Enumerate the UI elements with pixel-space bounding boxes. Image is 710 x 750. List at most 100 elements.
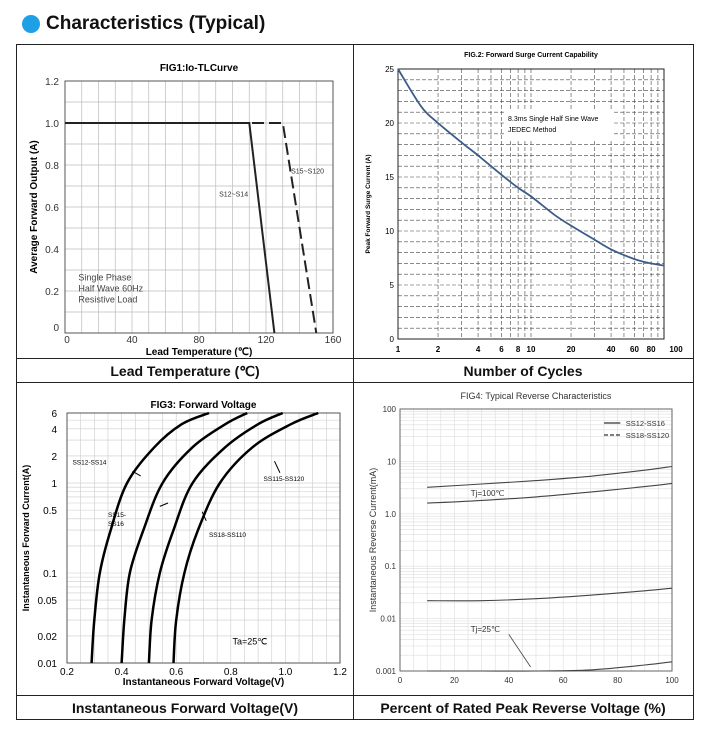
legend-label: SS12-SS16 — [626, 419, 665, 428]
y-tick-label: 2 — [51, 452, 57, 463]
y-tick-label: 0.05 — [38, 596, 58, 607]
plot-frame — [64, 80, 334, 334]
caption-fig3: Instantaneous Forward Voltage(V) — [71, 700, 299, 716]
y-tick-label: 25 — [385, 65, 394, 74]
y-tick-label: 0.001 — [376, 667, 397, 676]
x-tick-label: 8 — [516, 345, 521, 354]
x-tick-label: 6 — [499, 345, 504, 354]
chart-title: FIG.2: Forward Surge Current Capability — [464, 52, 598, 59]
x-tick-label: 40 — [607, 345, 616, 354]
x-tick-label: 60 — [559, 676, 568, 685]
series-line — [65, 122, 318, 334]
series-label: SS15- — [108, 512, 126, 519]
x-tick-label: 160 — [325, 335, 342, 346]
series-line — [147, 411, 284, 664]
x-tick-label: 120 — [258, 335, 275, 346]
caption-fig4: Percent of Rated Peak Reverse Voltage (%… — [380, 700, 666, 716]
annotation-text: Half Wave 60Hz — [78, 284, 143, 294]
x-tick-label: 10 — [527, 345, 536, 354]
x-tick-label: 100 — [665, 676, 679, 685]
bullet-dot-icon — [22, 15, 40, 33]
leader-line — [201, 511, 207, 522]
y-tick-label: 0.01 — [38, 659, 58, 670]
x-tick-label: 60 — [630, 345, 639, 354]
y-tick-label: 0.4 — [45, 245, 59, 256]
annotation-text: Ta=25℃ — [232, 637, 267, 647]
series-label: S15~S120 — [291, 168, 324, 175]
chart-title: FIG1:Io-TLCurve — [160, 63, 239, 74]
y-tick-label: 100 — [383, 405, 397, 414]
y-tick-label: 0.5 — [43, 506, 57, 517]
grid-divider-middle — [16, 382, 694, 383]
x-tick-label: 100 — [669, 345, 683, 354]
annotation-text: Single Phase — [78, 273, 131, 283]
y-tick-label: 0.8 — [45, 161, 59, 172]
chart-title: FIG4: Typical Reverse Characteristics — [461, 391, 612, 401]
y-tick-label: 0.02 — [38, 632, 58, 643]
x-tick-label: 40 — [126, 335, 138, 346]
y-tick-label: 1.0 — [45, 119, 59, 130]
x-tick-label: 0 — [64, 335, 70, 346]
y-tick-label: 0.1 — [385, 562, 397, 571]
chart-fig1: FIG1:Io-TLCurve 0.2 0.4 0.6 0.8 1.0 1.2 00 40 80 1… — [29, 63, 342, 358]
x-axis-label: Lead Temperature (℃) — [146, 347, 253, 358]
plot-frame — [66, 412, 341, 664]
y-tick-label: 6 — [51, 409, 57, 420]
series-label: SS115-SS120 — [264, 476, 305, 483]
y-tick-label: 0 — [390, 335, 395, 344]
y-tick-label: 5 — [390, 281, 395, 290]
y-axis-label: Average Forward Output (A) — [29, 140, 40, 274]
series-line — [427, 587, 673, 602]
y-tick-label: 0.2 — [45, 287, 59, 298]
caption-fig1: Lead Temperature (℃) — [110, 363, 260, 379]
series-label: SS12-SS14 — [72, 460, 106, 467]
series-line — [427, 661, 673, 672]
y-tick-label: 0 — [53, 323, 59, 334]
leader-line — [132, 470, 141, 477]
y-tick-label: 10 — [387, 457, 396, 466]
y-tick-label: 0.1 — [43, 569, 57, 580]
annotation-text: JEDEC Method — [508, 127, 556, 134]
y-tick-label: 1 — [51, 479, 57, 490]
chart-fig2: FIG.2: Forward Surge Current Capability 0… — [365, 52, 683, 354]
series-line — [90, 411, 210, 664]
series-line — [397, 68, 665, 267]
section-header: Characteristics (Typical) — [22, 10, 265, 38]
x-tick-label: 0.6 — [169, 667, 183, 678]
annotation-text: Resistive Load — [78, 295, 137, 305]
y-tick-label: 0.01 — [380, 615, 396, 624]
leader-line — [274, 460, 281, 473]
plot-frame — [397, 68, 665, 340]
series-label: SS18-SS110 — [209, 532, 246, 539]
y-tick-label: 1.2 — [45, 77, 59, 88]
chart-fig3: FIG3: Forward Voltage 0.01 0.02 0.05 0.1 0.5 1… — [21, 400, 347, 688]
x-tick-label: 0.4 — [115, 667, 129, 678]
y-tick-label: 4 — [51, 425, 57, 436]
x-tick-label: 80 — [193, 335, 205, 346]
y-tick-label: 20 — [385, 119, 394, 128]
x-tick-label: 20 — [450, 676, 459, 685]
x-tick-label: 1 — [396, 345, 401, 354]
annotation-text: Tj=25℃ — [471, 625, 500, 634]
x-tick-label: 20 — [567, 345, 576, 354]
series-line — [172, 411, 319, 664]
caption-fig2: Number of Cycles — [463, 363, 583, 379]
x-tick-label: 80 — [647, 345, 656, 354]
leader-line — [159, 502, 169, 507]
x-tick-label: 40 — [504, 676, 513, 685]
chart-title: FIG3: Forward Voltage — [151, 400, 257, 411]
grid-divider-caption-bottom — [16, 695, 694, 696]
x-tick-label: 1.0 — [278, 667, 292, 678]
y-tick-label: 0.6 — [45, 203, 59, 214]
x-tick-label: 0 — [398, 676, 403, 685]
series-line — [427, 482, 673, 504]
y-tick-label: 1.0 — [385, 510, 397, 519]
y-axis-label: Instantaneous Reverse Current(mA) — [368, 468, 378, 613]
x-tick-label: 4 — [476, 345, 481, 354]
section-title: Characteristics (Typical) — [46, 13, 266, 34]
x-tick-label: 1.2 — [333, 667, 347, 678]
series-label: S12~S14 — [219, 192, 248, 199]
y-tick-label: 10 — [385, 227, 394, 236]
y-tick-label: 15 — [385, 173, 394, 182]
annotation-text: 8.3ms Single Half Sine Wave — [508, 116, 598, 123]
